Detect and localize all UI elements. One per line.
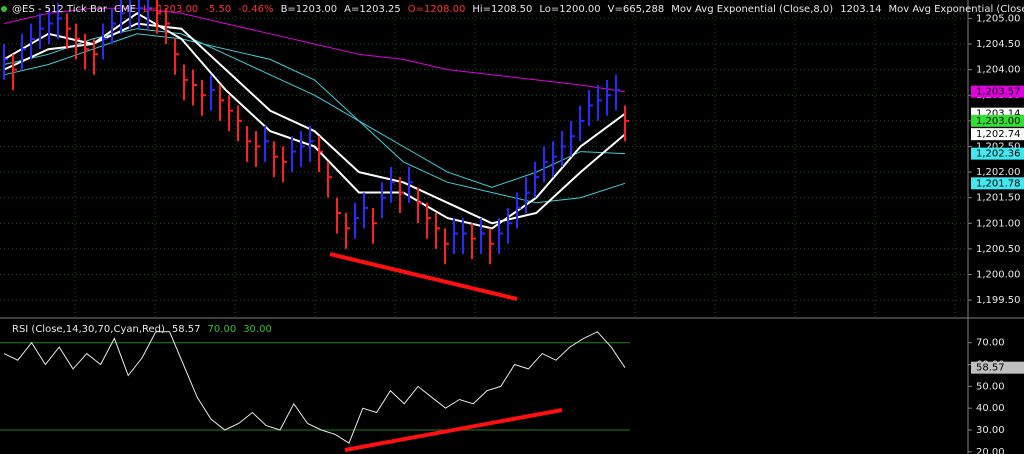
y-tick-label: 1,201.00	[976, 218, 1021, 229]
header: @ES - 512 Tick Bar CME L=1203.00 -5.50 -0.46…	[12, 4, 1024, 15]
y-tick-label: 1,201.50	[976, 193, 1021, 204]
symbol-icon	[1, 6, 7, 12]
y-tick-label: 30.00	[976, 425, 1005, 436]
header-item: 70.00	[208, 324, 237, 335]
header-item: RSI (Close,14,30,70,Cyan,Red)	[12, 324, 165, 335]
header-item: Mov Avg Exponential (Close,8,0)	[671, 4, 833, 15]
header-item: -5.50	[205, 4, 231, 15]
header-item: -0.46%	[238, 4, 273, 15]
marks	[3, 0, 629, 444]
last-value-label: 58.57	[976, 363, 1005, 374]
y-tick-label: 1,205.00	[976, 13, 1021, 24]
price-label: 1,202.36	[976, 149, 1021, 160]
header-item: 30.00	[243, 324, 272, 335]
header-item: Lo=1200.00	[539, 4, 600, 15]
y-tick-label: 20.00	[976, 447, 1005, 454]
price-label: 1,203.57	[976, 87, 1021, 98]
grid	[0, 16, 972, 453]
price-label: 1,202.74	[976, 129, 1021, 140]
header-item: O=1208.00	[408, 4, 466, 15]
line	[3, 12, 626, 230]
y-tick-label: 1,202.00	[976, 167, 1021, 178]
y-tick-label: 1,200.00	[976, 269, 1021, 280]
y-tick-label: 1,200.50	[976, 244, 1021, 255]
y-tick-label: 1,199.50	[976, 295, 1021, 306]
price-label-box	[971, 128, 1024, 141]
y-tick-label: 1,202.50	[976, 141, 1021, 152]
trendline	[344, 408, 563, 452]
price-label: 1,203.14	[976, 109, 1021, 120]
header-item: @ES - 512 Tick Bar	[12, 4, 108, 15]
header-item: A=1203.25	[344, 4, 401, 15]
y-tick-label: 40.00	[976, 403, 1005, 414]
price-label-box	[971, 147, 1024, 160]
header-item: 58.57	[172, 324, 201, 335]
header-item: B=1203.00	[281, 4, 338, 15]
y-tick-label: 1,204.50	[976, 39, 1021, 50]
header-item: CME	[114, 4, 136, 15]
labels: @ES - 512 Tick Bar CME L=1203.00 -5.50 -0.46…	[12, 4, 1024, 454]
y-tick-label: 1,204.00	[976, 65, 1021, 76]
price-label: 1,203.00	[976, 116, 1021, 127]
trendline	[329, 252, 518, 301]
line	[3, 331, 626, 444]
header-item: 1203.14	[840, 4, 881, 15]
price-label-box	[971, 177, 1024, 190]
y-tick-label: 70.00	[976, 338, 1005, 349]
price-label-box	[971, 85, 1024, 98]
price-label: 1,201.78	[976, 178, 1021, 189]
header-item: Mov Avg Exponential (Close	[889, 4, 1024, 15]
header: RSI (Close,14,30,70,Cyan,Red) 58.57 70.00 3…	[12, 324, 272, 335]
line	[3, 28, 626, 188]
header-item: V=665,288	[608, 4, 665, 15]
line	[3, 22, 626, 225]
line	[3, 33, 626, 204]
header-item: L=1203.00	[143, 4, 198, 15]
header-item: Hi=1208.50	[472, 4, 532, 15]
last-value-box	[971, 361, 1024, 374]
y-tick-label: 50.00	[976, 381, 1005, 392]
price-label-box	[971, 114, 1024, 127]
line	[3, 7, 626, 93]
